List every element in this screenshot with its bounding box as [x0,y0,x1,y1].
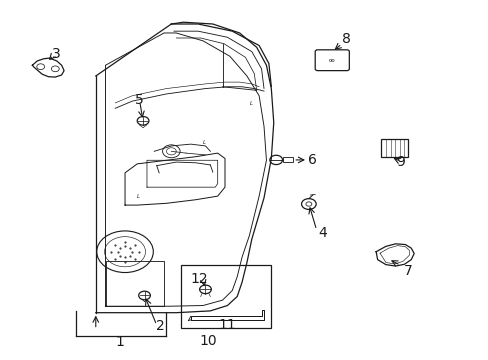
Text: L: L [137,194,140,199]
Text: 8: 8 [342,32,350,46]
Text: oo: oo [328,58,335,63]
Text: 9: 9 [395,155,404,169]
Text: 11: 11 [218,318,236,332]
Text: 3: 3 [52,48,61,62]
Text: 7: 7 [403,264,412,278]
Text: 10: 10 [199,334,216,348]
Bar [181,265,271,328]
Text: 1: 1 [116,335,124,349]
Text: 2: 2 [156,319,164,333]
Text: L: L [203,140,206,145]
Text: L: L [249,101,252,106]
Bar [380,139,407,157]
Bar [282,157,293,162]
Text: 6: 6 [308,153,317,167]
Text: 4: 4 [318,226,326,240]
Text: 12: 12 [190,271,207,285]
Text: 5: 5 [135,93,144,107]
